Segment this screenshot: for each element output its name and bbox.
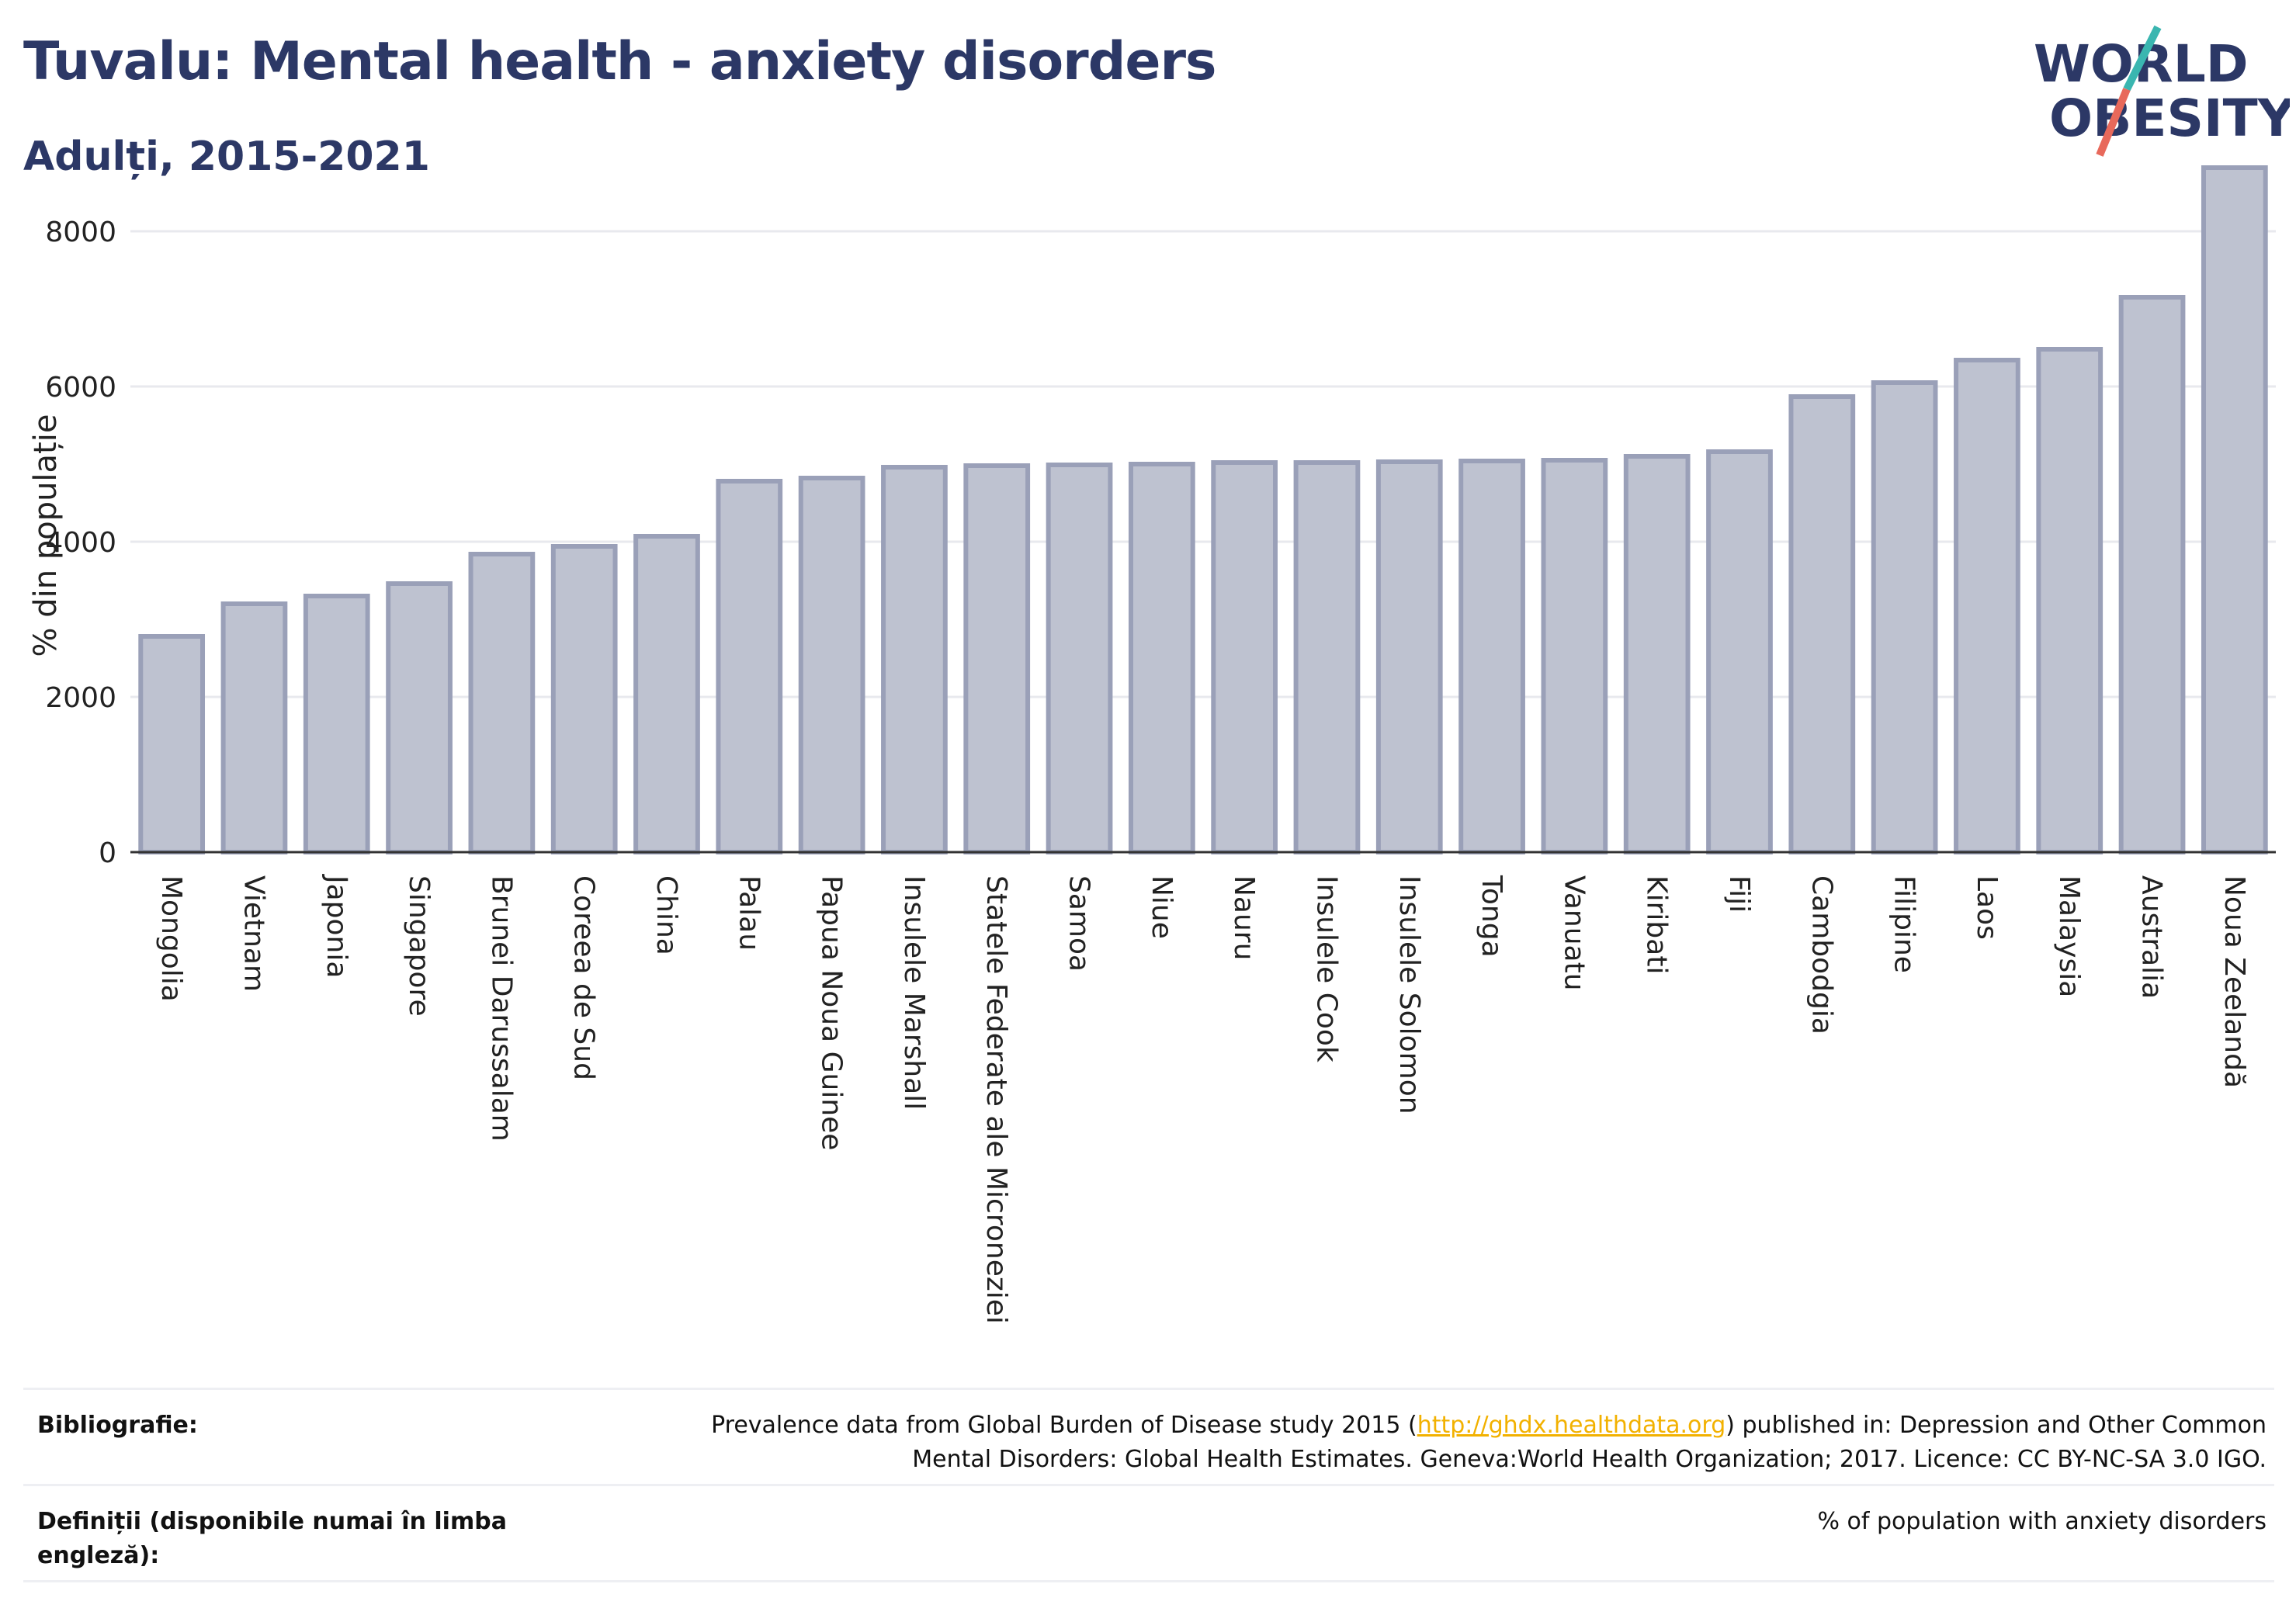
footer-bottom-rule [23,1580,2274,1583]
y-tick-label: 0 [99,837,116,869]
x-tick-label: Vietnam [238,875,269,992]
bar-mongolia[interactable] [138,634,206,854]
bar-vietnam[interactable] [220,601,288,854]
x-tick-label: Insulele Marshall [898,875,930,1110]
bar-chart: 0 2000 4000 6000 8000 Mongolia Vietnam Japonia… [28,165,2276,1324]
x-tick-label: Statele Federate ale Microneziei [980,875,1012,1324]
x-tick-label: China [650,875,682,955]
bibliography-label: Bibliografie: [37,1412,198,1439]
bar-filipine[interactable] [1871,380,1938,854]
world-obesity-logo[interactable]: WORLD OBESITY [2010,23,2290,171]
x-tick-label: Noua Zeelandă [2218,875,2250,1088]
bar-insulele-cook[interactable] [1293,460,1361,854]
bibliography-text-line2: Mental Disorders: Global Health Estimate… [912,1446,2267,1473]
bar-niue[interactable] [1128,462,1195,854]
bar-tonga[interactable] [1458,459,1525,854]
y-tick-labels: 0 2000 4000 6000 8000 [45,217,116,869]
logo-slash-red [2096,88,2131,157]
bar-australia[interactable] [2118,295,2186,854]
bar-palau[interactable] [716,479,783,854]
chart-title: Tuvalu: Mental health - anxiety disorder… [23,31,1217,92]
x-tick-label: Tonga [1476,875,1507,958]
x-tick-label: Kiribati [1641,875,1673,974]
bar-papua-noua-guinee[interactable] [798,476,865,854]
footer-bibliography-row: Bibliografie: Prevalence data from Globa… [23,1388,2274,1486]
x-tick-label: Mongolia [155,875,187,1002]
bar-singapore[interactable] [386,581,453,854]
definitions-label: Definiții (disponibile numai în limba en… [37,1508,507,1569]
chart-subtitle: Adulți, 2015-2021 [23,133,430,180]
bar-nauru[interactable] [1211,460,1278,854]
x-tick-label: Cambodgia [1805,875,1837,1035]
footer-definitions-row: Definiții (disponibile numai în limba en… [23,1484,2274,1582]
x-tick-label: Vanuatu [1558,875,1590,991]
bar-coreea-de-sud[interactable] [550,544,618,854]
x-tick-label: Filipine [1888,875,1920,973]
x-tick-labels: Mongolia Vietnam Japonia Singapore Brunei Da… [155,874,2250,1324]
x-tick-label: Palau [733,875,765,951]
bar-kiribati[interactable] [1623,454,1691,854]
y-tick-label: 2000 [45,682,116,714]
bibliography-text: Prevalence data from Global Burden of Di… [559,1409,2267,1477]
logo-line2: OBESITY [2049,88,2290,148]
bar-laos[interactable] [1954,358,2020,854]
bar-japonia[interactable] [303,594,370,854]
x-tick-label: Singapore [403,875,435,1017]
bars [138,165,2268,854]
x-tick-label: Fiji [1723,875,1755,913]
x-tick-label: Australia [2136,875,2168,999]
bar-fiji[interactable] [1706,449,1773,854]
bar-statele-federate-ale-microneziei[interactable] [963,463,1031,854]
y-axis-label: % din populație [28,414,64,657]
definitions-text: % of population with anxiety disorders [1817,1508,2267,1535]
bibliography-link[interactable]: http://ghdx.healthdata.org [1417,1412,1726,1439]
x-tick-label: Brunei Darussalam [485,875,517,1142]
x-tick-label: Nauru [1228,875,1260,960]
x-tick-label: Papua Noua Guinee [816,875,848,1150]
x-tick-label: Laos [1971,875,2003,940]
bar-malaysia[interactable] [2036,347,2104,854]
bar-insulele-solomon[interactable] [1375,459,1443,854]
bar-noua-zeeland-[interactable] [2201,165,2268,854]
x-tick-label: Insulele Cook [1310,875,1342,1062]
x-tick-label: Samoa [1063,875,1095,972]
bar-brunei-darussalam[interactable] [468,552,536,854]
bar-china[interactable] [633,534,700,854]
bar-vanuatu[interactable] [1541,458,1608,854]
y-tick-label: 8000 [45,217,116,248]
bar-samoa[interactable] [1046,463,1113,854]
x-tick-label: Insulele Solomon [1393,875,1425,1114]
bar-cambodgia[interactable] [1788,394,1856,854]
y-tick-label: 4000 [45,527,116,559]
y-tick-label: 6000 [45,372,116,404]
bibliography-text-pre: Prevalence data from Global Burden of Di… [711,1412,1417,1439]
x-tick-label: Niue [1146,875,1177,939]
x-tick-label: Japonia [321,874,352,978]
bibliography-text-post: ) published in: Depression and Other Com… [1725,1412,2267,1439]
x-tick-label: Malaysia [2053,875,2085,997]
logo-slash-teal [2123,25,2162,92]
bar-insulele-marshall[interactable] [881,465,948,854]
x-tick-label: Coreea de Sud [568,875,600,1080]
